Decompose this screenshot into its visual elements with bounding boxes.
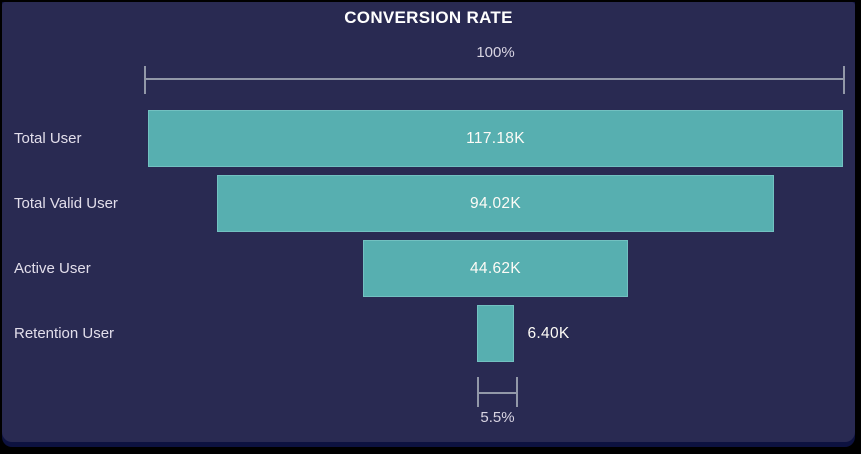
bracket-cap-right xyxy=(843,66,845,94)
funnel-chart-panel: CONVERSION RATE 100% Total User 117.18K … xyxy=(2,2,855,442)
category-label: Active User xyxy=(14,260,91,277)
funnel-row: Total Valid User 94.02K xyxy=(2,175,855,232)
bar-value-label: 94.02K xyxy=(470,194,521,212)
bar-area: 117.18K xyxy=(148,110,843,167)
chart-title: CONVERSION RATE xyxy=(344,8,513,27)
bar-area: 6.40K xyxy=(148,305,843,362)
bar-area: 44.62K xyxy=(148,240,843,297)
bar-value-label: 117.18K xyxy=(466,129,525,147)
bracket-line xyxy=(477,392,518,394)
category-label: Total Valid User xyxy=(14,195,118,212)
funnel-row: Total User 117.18K xyxy=(2,110,855,167)
max-percent-label: 100% xyxy=(476,44,515,61)
bar-area: 94.02K xyxy=(148,175,843,232)
bar-value-label: 44.62K xyxy=(470,259,521,277)
category-label: Retention User xyxy=(14,325,115,342)
funnel-row: Retention User 6.40K xyxy=(2,305,855,362)
bar-value-label: 6.40K xyxy=(527,324,570,342)
funnel-bar[interactable]: 94.02K xyxy=(216,175,775,232)
bracket-cap-right xyxy=(516,377,518,407)
max-bracket xyxy=(144,66,845,94)
min-bracket xyxy=(477,377,518,407)
funnel-bar[interactable]: 44.62K xyxy=(363,240,628,297)
funnel-bar[interactable] xyxy=(476,305,515,362)
funnel-row: Active User 44.62K xyxy=(2,240,855,297)
bracket-line xyxy=(144,78,845,80)
funnel-bar[interactable]: 117.18K xyxy=(148,110,843,167)
min-percent-label: 5.5% xyxy=(480,409,515,426)
category-label: Total User xyxy=(14,130,82,147)
bracket-cap-left xyxy=(144,66,146,94)
